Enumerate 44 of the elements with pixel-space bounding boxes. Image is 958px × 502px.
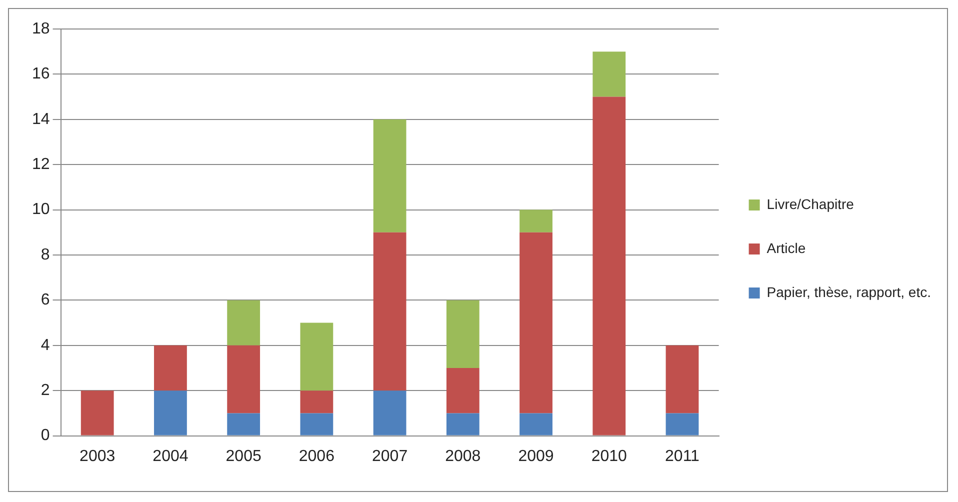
bar xyxy=(520,413,552,436)
x-tick-label: 2005 xyxy=(226,448,262,465)
bar xyxy=(666,345,699,414)
bar xyxy=(373,390,406,436)
x-tick-label: 2007 xyxy=(372,448,408,465)
bar xyxy=(666,413,699,436)
y-tick-label: 0 xyxy=(40,427,50,444)
bar xyxy=(80,390,114,436)
bar xyxy=(300,322,334,391)
x-tick-label: 2010 xyxy=(591,448,628,465)
bar xyxy=(446,368,480,414)
y-tick-label: 8 xyxy=(40,246,50,264)
x-tick-label: 2003 xyxy=(80,448,116,465)
y-tick-label: 18 xyxy=(32,20,50,38)
legend-label: Papier, thèse, rapport, etc. xyxy=(766,284,932,300)
bar xyxy=(592,52,626,97)
y-tick-label: 4 xyxy=(40,336,50,354)
y-tick-label: 2 xyxy=(40,382,50,400)
bar xyxy=(373,119,406,232)
x-tick-label: 2008 xyxy=(445,448,481,465)
x-tick-label: 2009 xyxy=(518,448,554,465)
bar xyxy=(227,300,260,346)
bar xyxy=(300,413,334,436)
y-tick-label: 12 xyxy=(32,156,50,174)
bar xyxy=(300,390,334,414)
y-tick-label: 6 xyxy=(40,292,50,309)
bar xyxy=(592,96,626,436)
bar xyxy=(154,345,187,391)
y-tick-label: 10 xyxy=(32,201,50,218)
x-tick-label: 2011 xyxy=(665,448,700,465)
bar xyxy=(373,232,406,391)
legend-label: Livre/Chapitre xyxy=(766,196,854,212)
bar xyxy=(446,300,480,368)
bar xyxy=(446,413,480,436)
y-tick-label: 14 xyxy=(32,110,50,128)
bar xyxy=(154,390,187,436)
bar xyxy=(227,345,260,414)
bar xyxy=(227,413,260,436)
bar xyxy=(520,232,552,414)
x-tick-label: 2006 xyxy=(298,448,335,465)
y-tick-label: 16 xyxy=(32,66,50,83)
legend-label: Article xyxy=(766,240,806,256)
bar xyxy=(520,210,552,232)
x-tick-label: 2004 xyxy=(152,448,188,465)
